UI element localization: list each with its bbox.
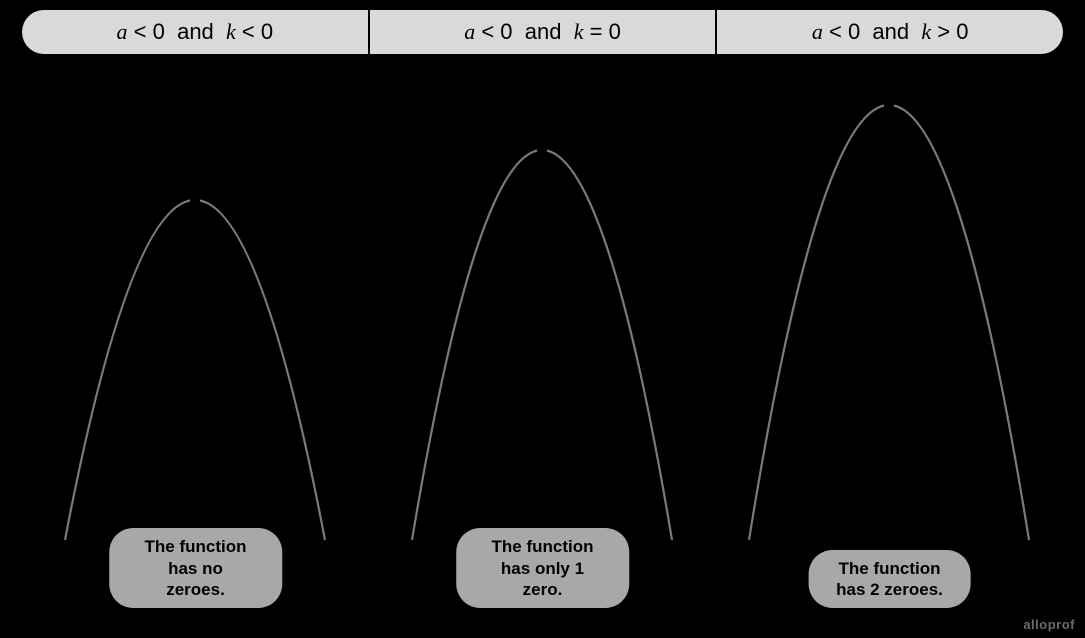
header-cell-2: a < 0 and k = 0	[370, 10, 718, 54]
condition-1: a < 0 and k < 0	[117, 19, 274, 45]
parabola-2	[369, 70, 716, 550]
panel-2: The function has only 1 zero.	[369, 70, 716, 608]
description-pill-1: The function has no zeroes.	[109, 528, 283, 608]
panel-1: The function has no zeroes.	[22, 70, 369, 608]
parabola-1	[22, 70, 369, 550]
vertex-dot-2	[537, 145, 547, 155]
header-cell-3: a < 0 and k > 0	[717, 10, 1063, 54]
graphs-row: The function has no zeroes. The function…	[22, 70, 1063, 608]
description-pill-2: The function has only 1 zero.	[456, 528, 630, 608]
watermark: alloprof	[1023, 617, 1075, 632]
condition-2: a < 0 and k = 0	[464, 19, 621, 45]
description-pill-3: The function has 2 zeroes.	[808, 550, 971, 609]
vertex-dot-1	[190, 195, 200, 205]
vertex-dot-3	[884, 100, 894, 110]
header-row: a < 0 and k < 0 a < 0 and k = 0 a < 0 an…	[22, 10, 1063, 54]
panel-3: The function has 2 zeroes.	[716, 70, 1063, 608]
condition-3: a < 0 and k > 0	[812, 19, 969, 45]
parabola-3	[716, 70, 1063, 550]
header-cell-1: a < 0 and k < 0	[22, 10, 370, 54]
